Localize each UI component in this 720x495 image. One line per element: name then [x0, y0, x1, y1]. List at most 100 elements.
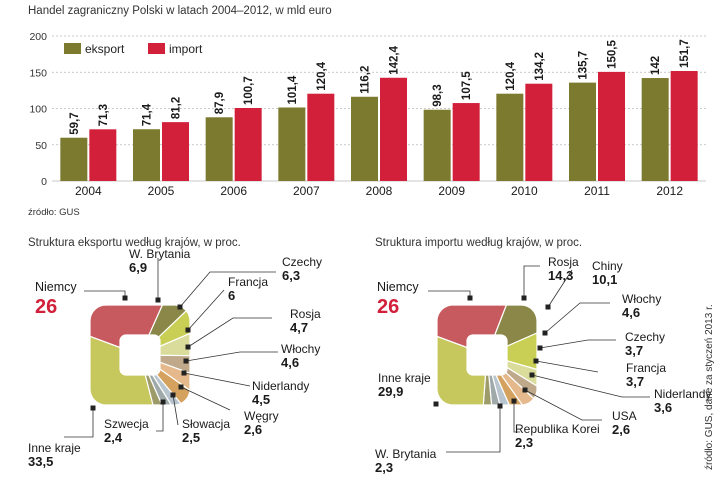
bar-import	[162, 122, 189, 181]
x-tick-label: 2004	[75, 184, 102, 198]
leader-line	[428, 290, 471, 298]
bar-chart-title: Handel zagraniczny Polski w latach 2004–…	[28, 5, 332, 17]
slice-name-label: Czechy	[282, 255, 322, 269]
leader-line	[183, 372, 251, 387]
slice-name-label: Rosja	[548, 255, 579, 269]
slice-value-label: 3,7	[626, 374, 644, 389]
slice-name-label: Słowacja	[182, 417, 230, 431]
bar-eksport	[133, 129, 160, 181]
slice-name-label: Szwecja	[104, 417, 149, 431]
leader-line	[156, 402, 164, 432]
slice-value-label: 33,5	[28, 454, 53, 469]
slice-name-label: Węgry	[244, 409, 279, 423]
bar-eksport	[496, 93, 524, 181]
leader-marker	[181, 370, 187, 376]
slice-value-label: 14,3	[548, 268, 573, 283]
leader-marker	[545, 304, 551, 310]
bar-value-label: 150,5	[607, 40, 619, 69]
bar-value-label: 120,4	[505, 61, 517, 90]
bar-import	[525, 83, 553, 181]
leader-marker	[155, 297, 161, 303]
bar-chart: Handel zagraniczny Polski w latach 2004–…	[28, 5, 706, 218]
bar-value-label: 87,9	[214, 92, 226, 114]
leader-line	[523, 265, 540, 298]
slice-name-label: Republika Korei	[515, 422, 600, 436]
bar-value-label: 120,4	[316, 61, 328, 90]
bar-value-label: 135,7	[578, 51, 590, 80]
bar-value-label: 98,3	[432, 84, 444, 106]
slice-value-label: 2,4	[104, 430, 123, 445]
slice-name-label: USA	[612, 409, 637, 423]
source-note: źródło: GUS	[28, 207, 80, 218]
slice-value-label: 29,9	[378, 384, 403, 399]
leader-line	[544, 302, 610, 334]
donut-title: Struktura importu według krajów, w proc.	[375, 237, 582, 249]
leader-marker	[433, 401, 439, 407]
leader-marker	[511, 398, 517, 404]
leader-marker	[160, 399, 166, 405]
y-tick-label: 50	[35, 140, 47, 152]
leader-line	[535, 360, 599, 373]
x-tick-label: 2007	[293, 184, 320, 198]
x-tick-label: 2006	[220, 184, 247, 198]
x-tick-label: 2010	[511, 184, 538, 198]
leader-line	[513, 401, 520, 433]
y-tick-label: 200	[29, 31, 47, 43]
slice-value-label: 26	[35, 296, 57, 318]
leader-marker	[185, 344, 191, 350]
slice-value-label: 3,6	[654, 400, 672, 415]
leader-line	[84, 290, 126, 298]
leader-marker	[521, 295, 527, 301]
bar-value-label: 71,4	[142, 103, 154, 126]
slice-name-label: W. Brytania	[375, 447, 437, 461]
slice-name-label: Włochy	[281, 342, 320, 356]
slice-name-label: Niderlandy	[252, 379, 309, 393]
bar-eksport	[278, 107, 306, 181]
slice-value-label: 2,5	[182, 430, 200, 445]
x-tick-label: 2012	[656, 184, 683, 198]
bar-value-label: 101,4	[287, 75, 299, 104]
bar-import	[307, 93, 335, 181]
slice-inne-kraje	[89, 335, 154, 406]
slice-value-label: 2,3	[515, 435, 533, 450]
bar-import	[670, 71, 698, 181]
bar-value-label: 100,7	[243, 76, 255, 105]
bar-value-label: 81,2	[171, 97, 183, 119]
leader-line	[185, 351, 278, 362]
slice-name-label: Niderlandy	[654, 387, 711, 401]
slice-name-label: Inne kraje	[378, 371, 431, 385]
bar-eksport	[569, 82, 596, 181]
leader-line	[524, 389, 602, 421]
slice-value-label: 6	[228, 288, 235, 303]
slice-name-label: Francja	[228, 275, 268, 289]
leader-marker	[529, 372, 535, 378]
slice-value-label: 4,7	[290, 320, 308, 335]
leader-line	[531, 374, 650, 398]
leader-marker	[467, 295, 473, 301]
leader-line	[446, 406, 501, 453]
slice-name-label: Włochy	[622, 292, 661, 306]
bar-import	[452, 103, 480, 181]
leader-marker	[185, 327, 191, 333]
bar-value-label: 151,7	[679, 39, 691, 68]
leader-line	[547, 269, 573, 308]
slice-value-label: 6,3	[282, 268, 300, 283]
slice-value-label: 4,6	[281, 355, 299, 370]
slice-value-label: 4,5	[252, 392, 270, 407]
bar-eksport	[641, 78, 669, 181]
bar-eksport	[351, 96, 378, 181]
slice-inne-kraje	[436, 335, 487, 406]
x-tick-label: 2008	[366, 184, 393, 198]
slice-value-label: 4,6	[622, 305, 640, 320]
bar-import	[89, 129, 117, 181]
leader-marker	[170, 392, 176, 398]
bar-import	[234, 107, 262, 181]
slice-value-label: 6,9	[129, 260, 147, 275]
bar-value-label: 134,2	[534, 52, 546, 81]
legend-swatch-eksport	[64, 43, 81, 54]
slice-value-label: 2,6	[612, 422, 630, 437]
x-tick-label: 2005	[148, 184, 175, 198]
slice-name-label: W. Brytania	[129, 247, 191, 261]
